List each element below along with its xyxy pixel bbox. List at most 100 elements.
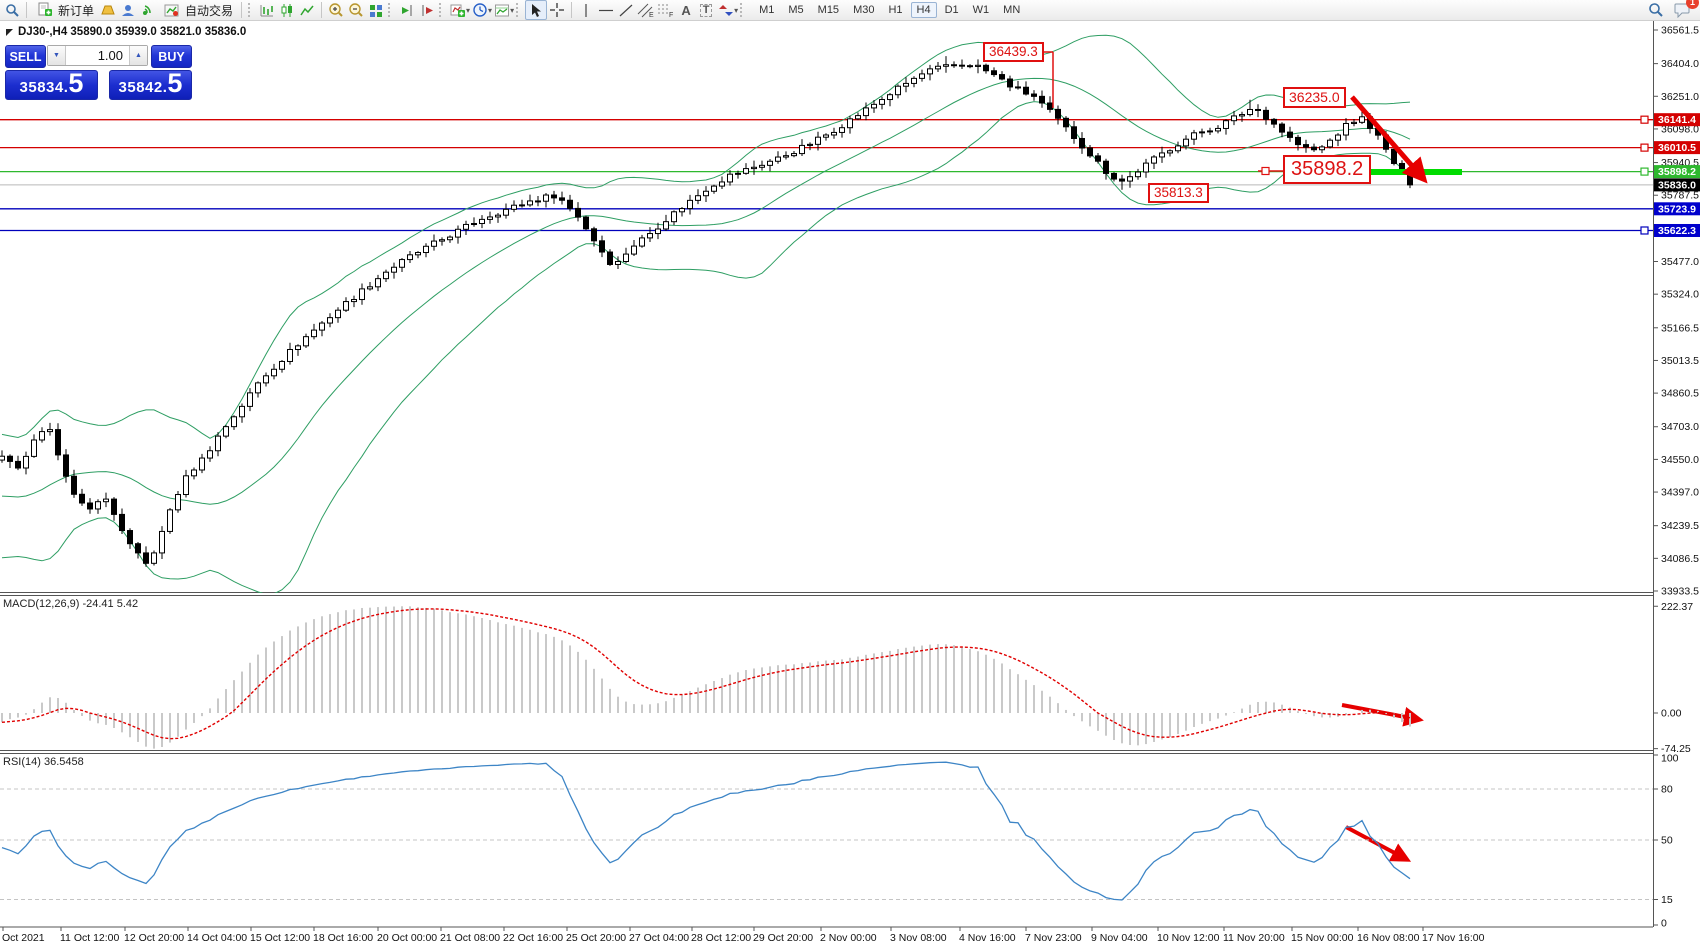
vertical-line-tool-icon[interactable] — [576, 1, 596, 19]
trend-arrows[interactable] — [1341, 95, 1428, 862]
fibonacci-tool-icon[interactable]: F — [656, 1, 676, 19]
sell-price-main: 35834. — [19, 79, 69, 96]
timeframe-h4[interactable]: H4 — [910, 2, 937, 18]
svg-text:36251.0: 36251.0 — [1661, 91, 1699, 103]
toolbar-separator — [571, 2, 573, 18]
horizontal-line-tool-icon[interactable] — [596, 1, 616, 19]
crosshair-tool-icon[interactable] — [547, 1, 567, 19]
chat-icon[interactable]: 1 — [1672, 0, 1699, 19]
annotation-high-36235[interactable]: 36235.0 — [1283, 87, 1346, 108]
arrows-dropdown-caret[interactable]: ▾ — [734, 5, 739, 15]
svg-text:14 Oct 04:00: 14 Oct 04:00 — [187, 932, 247, 944]
arrows-tool-icon[interactable] — [716, 1, 736, 19]
svg-text:22 Oct 16:00: 22 Oct 16:00 — [503, 932, 563, 944]
indicators-dropdown-caret[interactable]: ▾ — [466, 5, 471, 15]
buy-price-main: 35842. — [118, 79, 168, 96]
trendline-tool-icon[interactable] — [616, 1, 636, 19]
new-order-button[interactable]: 新订单 — [31, 0, 98, 20]
buy-price-display[interactable]: 35842. 5 — [109, 69, 192, 100]
line-chart-icon[interactable] — [297, 1, 317, 19]
timeframe-m30[interactable]: M30 — [853, 4, 875, 16]
channel-tool-icon[interactable]: E — [636, 1, 656, 19]
svg-text:17 Nov 16:00: 17 Nov 16:00 — [1422, 932, 1485, 944]
svg-text:21 Oct 08:00: 21 Oct 08:00 — [440, 932, 500, 944]
search-icon[interactable] — [1646, 1, 1666, 19]
volume-decrease-button[interactable]: ▼ — [48, 46, 66, 65]
toolbar-grip[interactable] — [248, 3, 253, 17]
svg-text:20 Oct 00:00: 20 Oct 00:00 — [377, 932, 437, 944]
auto-trading-button[interactable]: 自动交易 — [158, 0, 237, 20]
buy-button[interactable]: BUY — [151, 45, 192, 68]
annotation-high-36439[interactable]: 36439.3 — [983, 42, 1044, 63]
svg-text:36098.0: 36098.0 — [1661, 123, 1699, 135]
auto-scroll-icon[interactable] — [397, 1, 417, 19]
svg-text:Oct 2021: Oct 2021 — [2, 932, 45, 944]
timeframe-m1[interactable]: M1 — [759, 4, 775, 16]
toolbar-grip[interactable] — [439, 3, 444, 17]
annotation-connectors — [1044, 51, 1283, 176]
svg-text:F: F — [669, 12, 673, 18]
auto-trading-icon — [162, 1, 182, 19]
rsi-label: RSI(14) 36.5458 — [3, 756, 84, 768]
zoom-in-icon[interactable] — [326, 1, 346, 19]
sell-button[interactable]: SELL — [5, 45, 46, 68]
timeframe-h1[interactable]: H1 — [888, 4, 903, 16]
periods-clock-icon[interactable] — [470, 1, 490, 19]
svg-text:0: 0 — [1661, 918, 1667, 930]
candlestick-series — [0, 56, 1413, 567]
chart-corner-marker — [6, 29, 13, 36]
svg-text:222.37: 222.37 — [1661, 601, 1693, 613]
cursor-tool-icon[interactable] — [525, 0, 548, 20]
chart-shift-icon[interactable] — [417, 1, 437, 19]
tile-windows-icon[interactable] — [366, 1, 386, 19]
text-label-tool-icon[interactable]: T — [696, 1, 716, 19]
svg-text:80: 80 — [1661, 784, 1673, 796]
indicators-icon[interactable] — [448, 1, 468, 19]
volume-input[interactable] — [66, 46, 129, 65]
svg-text:36141.4: 36141.4 — [1658, 114, 1696, 126]
annotation-low-35813[interactable]: 35813.3 — [1148, 183, 1209, 204]
main-toolbar: 新订单 自动交易 — [0, 0, 1700, 21]
symbol-search-icon[interactable] — [2, 1, 22, 19]
svg-text:16 Nov 08:00: 16 Nov 08:00 — [1357, 932, 1420, 944]
sell-price-big-digit: 5 — [68, 68, 84, 98]
svg-text:18 Oct 16:00: 18 Oct 16:00 — [313, 932, 373, 944]
svg-text:34550.0: 34550.0 — [1661, 454, 1699, 466]
svg-text:35787.5: 35787.5 — [1661, 190, 1699, 202]
svg-text:36404.0: 36404.0 — [1661, 58, 1699, 70]
svg-text:34397.0: 34397.0 — [1661, 487, 1699, 499]
svg-text:10 Nov 12:00: 10 Nov 12:00 — [1157, 932, 1220, 944]
timeframe-toolbar: M1 M5 M15 M30 H1 H4 D1 W1 MN — [753, 2, 1026, 18]
svg-text:33933.5: 33933.5 — [1661, 586, 1699, 598]
text-tool-icon[interactable]: A — [681, 2, 691, 18]
svg-text:28 Oct 12:00: 28 Oct 12:00 — [691, 932, 751, 944]
bar-chart-icon[interactable] — [257, 1, 277, 19]
zoom-out-icon[interactable] — [346, 1, 366, 19]
toolbar-grip[interactable] — [516, 3, 521, 17]
volume-increase-button[interactable]: ▲ — [129, 46, 147, 65]
new-order-icon — [35, 1, 55, 19]
toolbar-grip[interactable] — [740, 3, 745, 17]
profile-cloud-icon[interactable] — [118, 1, 138, 19]
timeframe-m5[interactable]: M5 — [788, 4, 804, 16]
price-level-lines[interactable] — [0, 115, 1653, 235]
periods-dropdown-caret[interactable]: ▾ — [488, 5, 493, 15]
timeframe-m15[interactable]: M15 — [817, 4, 840, 16]
timeframe-d1[interactable]: D1 — [944, 4, 959, 16]
annotation-level-35898[interactable]: 35898.2 — [1283, 155, 1372, 184]
templates-dropdown-caret[interactable]: ▾ — [510, 5, 515, 15]
svg-text:E: E — [649, 12, 654, 18]
svg-text:35013.5: 35013.5 — [1661, 355, 1699, 367]
price-axis: 36561.536404.036251.036098.035940.535787… — [1653, 25, 1699, 598]
timeframe-w1[interactable]: W1 — [972, 4, 990, 16]
toolbar-grip[interactable] — [388, 3, 393, 17]
candlestick-chart-icon[interactable] — [277, 1, 297, 19]
signal-icon[interactable] — [138, 1, 158, 19]
sell-price-display[interactable]: 35834. 5 — [5, 68, 98, 100]
panel-frame — [0, 21, 1654, 928]
timeframe-mn[interactable]: MN — [1003, 4, 1021, 16]
svg-text:3 Nov 08:00: 3 Nov 08:00 — [890, 932, 947, 944]
gold-icon[interactable] — [98, 1, 118, 19]
templates-icon[interactable] — [492, 1, 512, 19]
